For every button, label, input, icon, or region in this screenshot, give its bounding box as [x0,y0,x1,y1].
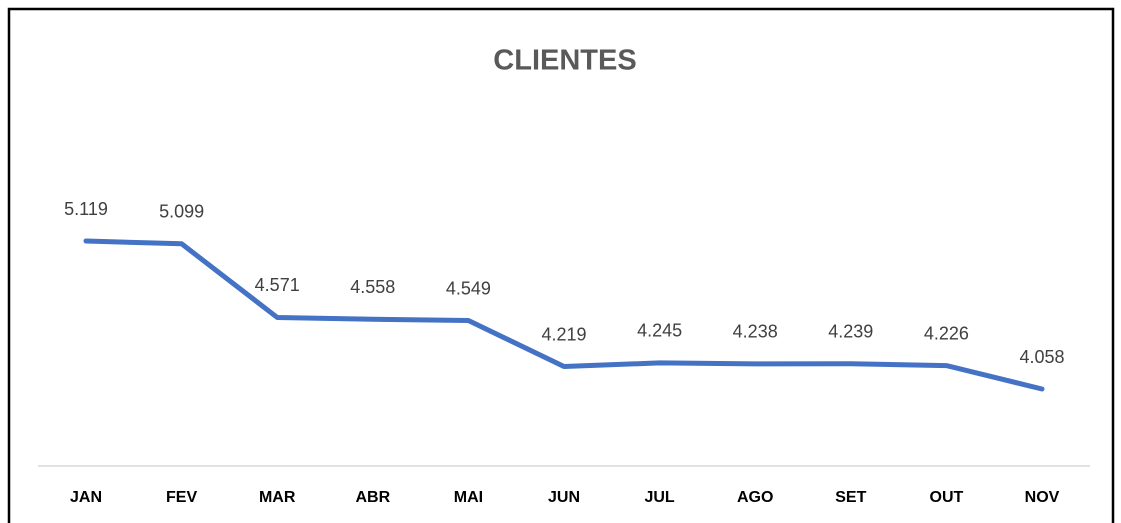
x-tick-label: NOV [1025,489,1060,506]
data-label: 4.219 [541,324,586,344]
x-tick-label: SET [835,489,866,506]
data-label: 4.238 [733,322,778,342]
data-label: 4.226 [924,323,969,343]
data-label: 5.119 [64,199,108,219]
x-tick-label: JUL [644,489,674,506]
data-label: 4.058 [1019,347,1064,367]
x-tick-label: MAR [259,489,296,506]
x-tick-label: MAI [454,489,483,506]
x-tick-label: AGO [737,489,773,506]
data-label: 4.571 [255,275,300,295]
data-label: 4.245 [637,321,682,341]
data-label: 5.099 [159,202,204,222]
x-tick-label: JAN [70,489,102,506]
data-label: 4.549 [446,278,491,298]
data-label: 4.239 [828,322,873,342]
chart-title: CLIENTES [493,45,636,77]
chart-border [7,7,1115,523]
x-tick-label: JUN [548,489,580,506]
data-label: 4.558 [350,277,395,297]
x-tick-label: FEV [166,489,197,506]
x-tick-label: OUT [930,489,964,506]
data-line [83,238,1045,392]
x-tick-label: ABR [355,489,390,506]
